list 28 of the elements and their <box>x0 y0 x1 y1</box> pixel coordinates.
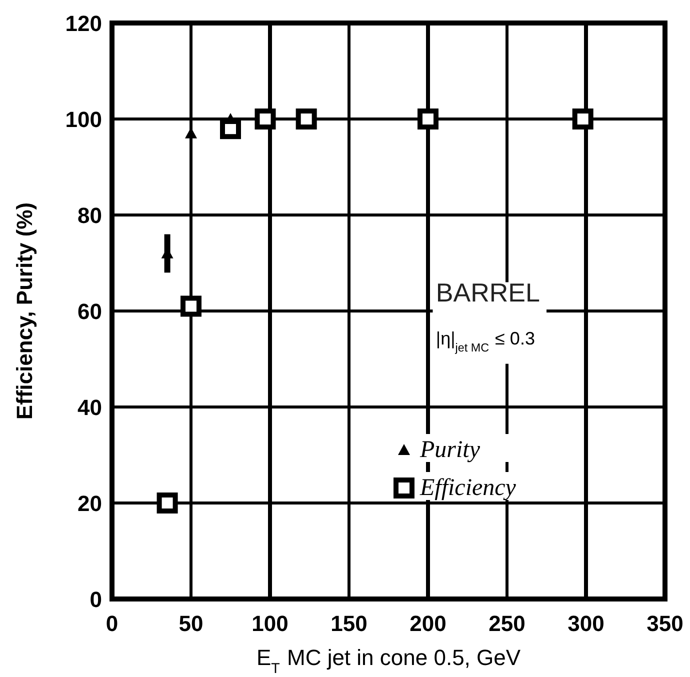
x-tick-label: 300 <box>568 611 604 636</box>
x-tick-label: 350 <box>646 611 684 636</box>
point <box>418 108 438 130</box>
x-tick-label: 200 <box>410 611 446 636</box>
y-tick-label: 60 <box>78 299 102 324</box>
x-axis-title: E$_{T}$ MC jet in cone 0.5, GeV <box>256 645 521 677</box>
y-tick-label: 120 <box>65 11 102 36</box>
y-tick-label: 0 <box>90 587 102 612</box>
y-tick-label: 20 <box>78 491 102 516</box>
point <box>156 492 178 514</box>
annotation: |η|$_{jet MC}$ ≤ 0.3 <box>436 328 535 354</box>
x-tick-label: 0 <box>106 611 118 636</box>
x-tick-label: 50 <box>178 611 204 636</box>
point <box>254 108 276 130</box>
x-tick-label: 150 <box>330 611 368 636</box>
legend-label: Efficiency <box>419 475 516 501</box>
legend-label: Purity <box>419 437 480 463</box>
annotation: BARREL <box>436 277 540 308</box>
y-tick-label: 40 <box>78 395 102 420</box>
point <box>224 113 236 124</box>
point <box>572 108 594 130</box>
y-tick-label: 100 <box>65 107 102 132</box>
y-axis-title: Efficiency, Purity (%) <box>12 202 37 420</box>
x-tick-label: 250 <box>488 611 526 636</box>
point <box>296 108 317 130</box>
point <box>180 296 202 317</box>
y-tick-label: 80 <box>78 203 102 228</box>
x-tick-label: 100 <box>252 611 288 636</box>
